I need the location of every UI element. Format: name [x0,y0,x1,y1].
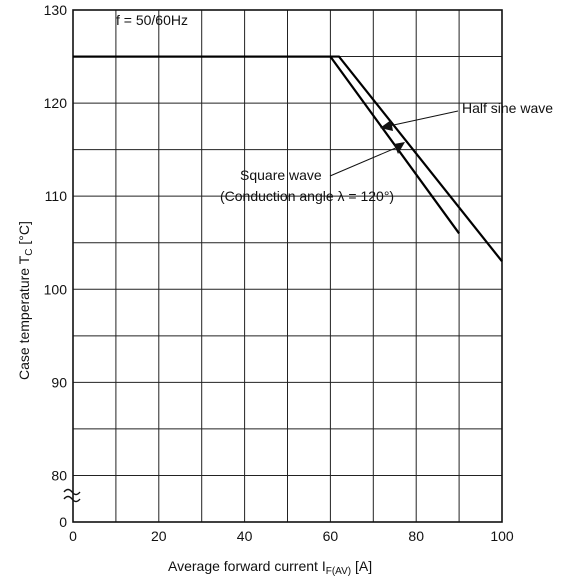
x-tick-label: 100 [490,528,514,544]
x-axis-label-main: Average forward current I [168,558,326,574]
axis-break-stroke [63,488,81,496]
x-tick-label: 0 [69,528,77,544]
x-axis-label-unit: [A] [351,558,372,574]
x-tick-label: 40 [237,528,253,544]
y-tick-label: 100 [44,281,68,297]
conduction-angle-annotation: (Conduction angle λ = 120°) [220,188,394,204]
y-tick-label: 0 [59,514,67,530]
plot-frame [72,9,503,523]
x-tick-label: 80 [408,528,424,544]
x-tick-labels: 0 20 40 60 80 100 [69,528,514,544]
x-axis-label: Average forward current IF(AV) [A] [168,558,372,577]
y-axis-label-unit: [°C] [16,221,32,248]
square-wave-arrow-icon [394,142,405,154]
y-axis-label-subscript: C [24,249,35,256]
square-wave-leader-line [329,146,399,177]
series-layer [73,55,503,263]
x-tick-label: 20 [151,528,167,544]
axis-break-stroke [63,495,81,503]
y-axis-label-main: Case temperature T [16,255,32,380]
y-tick-label: 110 [45,188,68,204]
half-sine-annotation: Half sine wave [462,100,553,116]
x-tick-label: 60 [323,528,339,544]
y-tick-label: 120 [44,95,68,111]
frequency-annotation: f = 50/60Hz [116,12,188,28]
half-sine-leader-line [388,110,459,127]
y-axis-label: Case temperature TC [°C] [16,221,35,380]
y-tick-labels: 0 80 90 100 110 120 130 [44,2,68,530]
grid-lines [73,10,502,522]
y-tick-label: 130 [44,2,68,18]
series-line-square-wave [73,55,460,235]
square-wave-annotation: Square wave [240,167,322,183]
y-tick-label: 90 [51,374,67,390]
y-tick-label: 80 [51,467,67,483]
half-sine-arrow-icon [380,120,393,131]
x-axis-label-subscript: F(AV) [326,566,351,577]
axis-break-icon [63,488,81,503]
